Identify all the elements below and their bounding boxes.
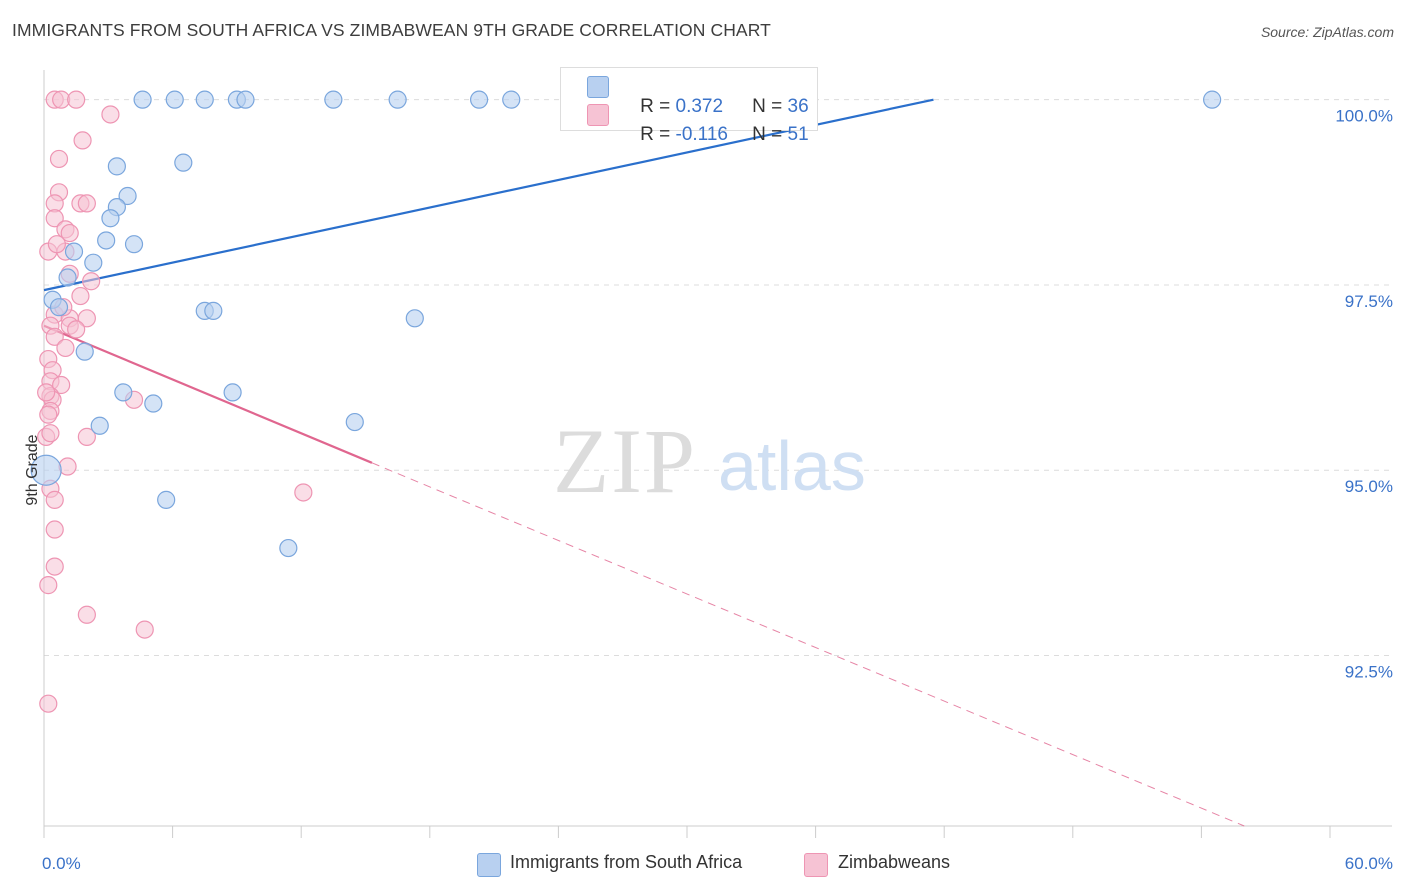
watermark: ZIP atlas <box>553 410 866 512</box>
point-zimbabweans <box>67 90 86 109</box>
point-south-africa <box>195 90 214 109</box>
point-zimbabweans <box>45 209 64 228</box>
point-south-africa <box>49 298 69 317</box>
legend-r-label-1: R = <box>640 96 676 117</box>
point-south-africa <box>75 342 94 361</box>
point-south-africa <box>144 394 163 413</box>
point-south-africa <box>118 186 137 206</box>
point-south-africa <box>345 412 364 432</box>
point-south-africa <box>502 90 521 109</box>
legend-box: R = 0.372 N = 36 R = -0.116 N = 51 <box>560 67 818 145</box>
point-zimbabweans <box>41 424 60 443</box>
point-zimbabweans <box>45 327 64 346</box>
y-tick-label: 97.5% <box>1345 292 1393 311</box>
data-points <box>30 86 1222 713</box>
point-south-africa <box>469 90 489 109</box>
point-south-africa <box>133 90 152 109</box>
bottom-legend-series2: Zimbabweans <box>838 852 951 872</box>
trend-lines <box>43 98 1245 827</box>
point-south-africa <box>97 231 116 250</box>
y-tick-label: 95.0% <box>1345 477 1393 496</box>
point-zimbabweans <box>39 405 58 424</box>
tick-labels: 92.5% 95.0% 97.5% 100.0% 0.0% 60.0% <box>42 107 1393 873</box>
point-south-africa <box>90 416 109 435</box>
point-zimbabweans <box>52 375 71 395</box>
point-zimbabweans <box>82 272 101 291</box>
bottom-legend-series1: Immigrants from South Africa <box>510 852 743 872</box>
point-zimbabweans <box>56 338 75 358</box>
point-zimbabweans <box>77 194 96 213</box>
point-south-africa <box>101 209 120 228</box>
point-zimbabweans <box>49 149 69 169</box>
point-zimbabweans <box>39 576 58 595</box>
point-south-africa <box>388 90 407 109</box>
y-tick-label: 100.0% <box>1335 107 1393 126</box>
trend-line-pink <box>43 324 373 464</box>
point-south-africa <box>64 242 84 261</box>
point-zimbabweans <box>47 235 66 254</box>
point-zimbabweans <box>73 131 92 150</box>
y-tick-label: 92.5% <box>1345 663 1393 682</box>
point-zimbabweans <box>294 483 313 502</box>
legend-n-value-1: 36 <box>787 96 809 117</box>
point-south-africa <box>30 454 62 486</box>
point-south-africa <box>107 157 126 176</box>
point-zimbabweans <box>45 557 64 576</box>
point-south-africa <box>405 309 424 328</box>
legend-r-label-2: R = <box>640 124 676 145</box>
point-south-africa <box>124 235 144 254</box>
point-south-africa <box>223 383 242 402</box>
legend-swatch-pink <box>587 104 609 126</box>
watermark-atlas: atlas <box>718 427 866 505</box>
source-label: Source: ZipAtlas.com <box>1260 24 1394 40</box>
point-zimbabweans <box>60 223 79 243</box>
point-south-africa <box>58 268 77 287</box>
legend-n-value-2: 51 <box>787 124 809 145</box>
point-zimbabweans <box>101 105 120 124</box>
point-south-africa <box>165 90 184 109</box>
point-zimbabweans <box>77 605 96 624</box>
legend-n-label-2: N = <box>752 124 788 145</box>
point-zimbabweans <box>67 320 86 339</box>
legend-n-label-1: N = <box>752 96 788 117</box>
x-tick-label-max: 60.0% <box>1345 854 1393 873</box>
point-south-africa <box>324 90 343 109</box>
bottom-legend-swatch-blue <box>477 853 501 877</box>
chart-title: IMMIGRANTS FROM SOUTH AFRICA VS ZIMBABWE… <box>12 20 771 40</box>
point-zimbabweans <box>45 520 64 539</box>
grid-lines <box>44 99 1392 657</box>
point-south-africa <box>174 153 193 172</box>
point-zimbabweans <box>58 457 77 476</box>
point-south-africa <box>204 301 223 320</box>
trend-line-blue <box>43 98 934 292</box>
point-south-africa <box>236 90 255 109</box>
point-zimbabweans <box>77 309 96 328</box>
point-south-africa <box>157 490 176 509</box>
legend-r-value-2: -0.116 <box>675 124 728 145</box>
point-south-africa <box>1203 90 1222 109</box>
point-zimbabweans <box>45 490 64 509</box>
legend-r-value-1: 0.372 <box>675 96 724 117</box>
x-tick-label-min: 0.0% <box>42 854 81 873</box>
point-zimbabweans <box>37 383 56 402</box>
point-zimbabweans <box>77 427 96 446</box>
point-zimbabweans <box>71 286 90 306</box>
watermark-zip: ZIP <box>553 410 697 512</box>
y-axis-label: 9th Grade <box>24 434 41 505</box>
point-south-africa <box>114 383 133 402</box>
point-south-africa <box>84 253 103 272</box>
trend-line-pink-extension <box>371 462 1245 827</box>
point-zimbabweans <box>135 620 154 639</box>
point-south-africa <box>279 538 298 558</box>
point-zimbabweans <box>39 694 58 713</box>
bottom-legend-swatch-pink <box>804 853 828 877</box>
legend-swatch-blue <box>587 76 609 98</box>
